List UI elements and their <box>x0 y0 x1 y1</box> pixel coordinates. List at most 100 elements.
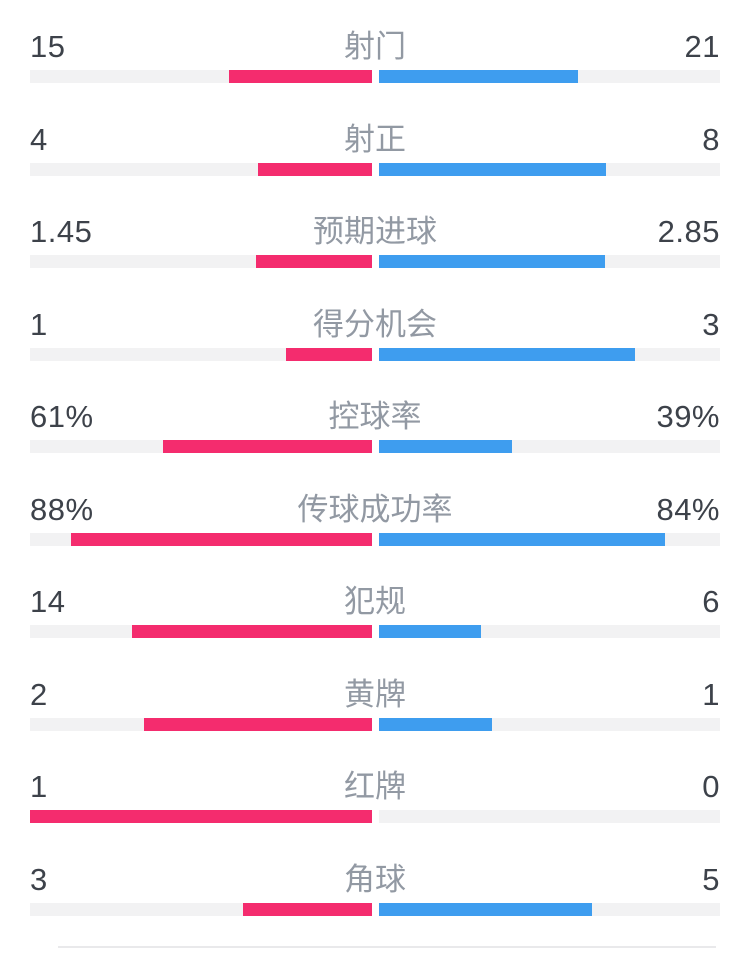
bottom-divider <box>58 946 716 948</box>
home-bar-fill <box>30 810 372 823</box>
home-bar-track <box>30 902 372 916</box>
comparison-bar <box>30 162 720 176</box>
home-bar-fill <box>243 902 372 916</box>
comparison-bar <box>30 70 720 83</box>
away-bar-fill <box>378 902 592 916</box>
away-bar-fill <box>378 532 666 546</box>
away-bar-track <box>378 810 720 823</box>
home-bar-track <box>30 625 372 638</box>
away-value: 84% <box>656 491 720 527</box>
away-value: 2.85 <box>657 214 720 249</box>
comparison-bar <box>30 902 720 916</box>
away-value: 39% <box>656 399 720 434</box>
stat-row-labels: 14 犯规 6 <box>30 585 720 619</box>
stat-row: 15 射门 21 <box>30 6 720 99</box>
stat-row: 4 射正 8 <box>30 99 720 192</box>
home-value: 61% <box>30 399 94 434</box>
home-bar-track <box>30 70 372 83</box>
home-bar-fill <box>70 532 372 546</box>
away-bar-fill <box>378 717 493 731</box>
stat-row-labels: 88% 传球成功率 84% <box>30 491 720 527</box>
away-bar-fill <box>378 255 605 268</box>
stat-row-labels: 1 红牌 0 <box>30 770 720 804</box>
home-bar-fill <box>132 625 372 638</box>
home-bar-track <box>30 532 372 546</box>
away-bar-track <box>378 162 720 176</box>
home-bar-fill <box>229 70 372 83</box>
home-bar-track <box>30 162 372 176</box>
away-value: 3 <box>702 306 720 342</box>
stat-label: 角球 <box>344 861 406 897</box>
home-bar-track <box>30 255 372 268</box>
away-bar-fill <box>378 70 578 83</box>
away-bar-track <box>378 625 720 638</box>
home-bar-fill <box>256 255 372 268</box>
away-value: 0 <box>702 769 720 804</box>
away-value: 6 <box>702 584 720 619</box>
home-value: 1.45 <box>30 214 93 249</box>
stat-label: 控球率 <box>328 399 422 434</box>
stat-row: 1.45 预期进球 2.85 <box>30 191 720 284</box>
stat-row-labels: 1.45 预期进球 2.85 <box>30 215 720 249</box>
away-bar-track <box>378 532 720 546</box>
home-bar-fill <box>286 347 372 361</box>
home-value: 2 <box>30 676 48 712</box>
stat-row: 1 红牌 0 <box>30 746 720 839</box>
home-value: 15 <box>30 29 66 64</box>
away-bar-fill <box>378 440 512 453</box>
stat-row: 14 犯规 6 <box>30 561 720 654</box>
away-bar-track <box>378 255 720 268</box>
away-value: 1 <box>702 676 720 712</box>
home-bar-fill <box>143 717 372 731</box>
stat-label: 预期进球 <box>313 214 437 249</box>
away-bar-fill <box>378 162 607 176</box>
stat-label: 传球成功率 <box>297 491 453 527</box>
stat-label: 红牌 <box>344 769 406 804</box>
away-bar-track <box>378 440 720 453</box>
comparison-bar <box>30 440 720 453</box>
away-bar-track <box>378 902 720 916</box>
comparison-bar <box>30 347 720 361</box>
stat-row-labels: 3 角球 5 <box>30 861 720 897</box>
comparison-bar <box>30 532 720 546</box>
comparison-bar <box>30 255 720 268</box>
stat-row-labels: 4 射正 8 <box>30 121 720 157</box>
stat-row: 1 得分机会 3 <box>30 284 720 377</box>
stat-row-labels: 15 射门 21 <box>30 30 720 64</box>
away-bar-track <box>378 347 720 361</box>
stat-row: 3 角球 5 <box>30 839 720 932</box>
away-value: 21 <box>684 29 720 64</box>
home-value: 88% <box>30 491 94 527</box>
stat-row-labels: 61% 控球率 39% <box>30 400 720 434</box>
away-bar-fill <box>378 625 481 638</box>
stat-label: 犯规 <box>344 584 406 619</box>
home-bar-fill <box>163 440 372 453</box>
home-value: 1 <box>30 769 48 804</box>
stat-rows-container: 15 射门 21 4 射正 8 1. <box>30 6 720 931</box>
away-value: 8 <box>702 121 720 157</box>
stat-label: 射门 <box>344 29 406 64</box>
home-value: 14 <box>30 584 66 619</box>
stat-row-labels: 1 得分机会 3 <box>30 306 720 342</box>
comparison-bar <box>30 717 720 731</box>
home-bar-fill <box>257 162 372 176</box>
away-bar-fill <box>378 347 635 361</box>
home-bar-track <box>30 440 372 453</box>
home-bar-track <box>30 347 372 361</box>
stat-row: 88% 传球成功率 84% <box>30 469 720 562</box>
home-bar-track <box>30 810 372 823</box>
away-value: 5 <box>702 861 720 897</box>
comparison-bar <box>30 810 720 823</box>
home-value: 3 <box>30 861 48 897</box>
away-bar-track <box>378 717 720 731</box>
stat-label: 射正 <box>344 121 406 157</box>
stat-row-labels: 2 黄牌 1 <box>30 676 720 712</box>
stat-row: 61% 控球率 39% <box>30 376 720 469</box>
home-bar-track <box>30 717 372 731</box>
stat-label: 黄牌 <box>344 676 406 712</box>
home-value: 1 <box>30 306 48 342</box>
stat-row: 2 黄牌 1 <box>30 654 720 747</box>
stat-label: 得分机会 <box>313 306 437 342</box>
away-bar-track <box>378 70 720 83</box>
